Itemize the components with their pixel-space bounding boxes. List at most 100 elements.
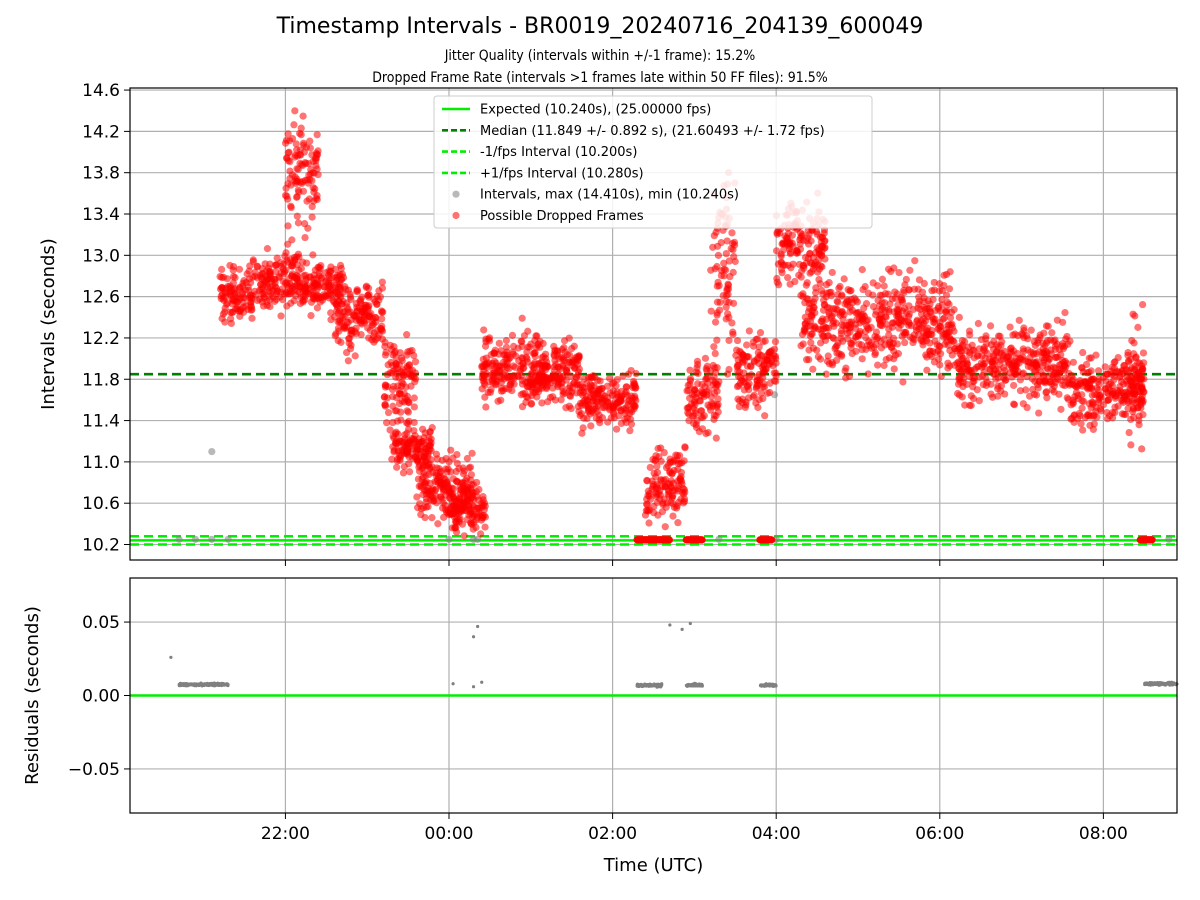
residual-point bbox=[1157, 682, 1161, 687]
dropped-frame-point bbox=[1087, 354, 1095, 362]
dropped-frame-point bbox=[655, 489, 663, 498]
dropped-frame-point bbox=[955, 313, 963, 321]
dropped-frame-point bbox=[911, 257, 919, 265]
dropped-frame-point bbox=[453, 514, 461, 522]
dropped-frame-point bbox=[1095, 398, 1103, 406]
residual-point bbox=[1159, 682, 1164, 686]
dropped-frame-point bbox=[285, 148, 293, 156]
dropped-frame-point bbox=[833, 297, 841, 305]
dropped-frame-point bbox=[570, 364, 579, 372]
dropped-frame-point bbox=[944, 364, 952, 372]
dropped-frame-point bbox=[1001, 366, 1009, 375]
dropped-frame-point bbox=[430, 496, 438, 505]
residual-point bbox=[178, 682, 182, 686]
legend-intervals-marker bbox=[452, 190, 460, 198]
dropped-frame-point bbox=[822, 370, 830, 378]
dropped-frame-point bbox=[905, 286, 913, 294]
dropped-frame-point bbox=[670, 503, 679, 512]
dropped-frame-point bbox=[297, 264, 305, 273]
dropped-frame-point bbox=[1118, 367, 1126, 376]
dropped-frame-point bbox=[261, 260, 269, 268]
dropped-frame-point bbox=[1019, 400, 1027, 408]
dropped-frame-point bbox=[1059, 318, 1067, 326]
dropped-frame-point bbox=[997, 341, 1005, 349]
dropped-frame-point bbox=[253, 296, 262, 305]
dropped-frame-point bbox=[457, 485, 465, 494]
dropped-frame-point bbox=[587, 422, 595, 430]
dropped-frame-point bbox=[413, 493, 421, 501]
dropped-frame-point bbox=[508, 386, 516, 395]
dropped-frame-point bbox=[915, 276, 924, 284]
dropped-frame-point bbox=[502, 343, 511, 351]
dropped-frame-point bbox=[843, 334, 852, 343]
dropped-frame-point bbox=[352, 299, 360, 308]
dropped-frame-point bbox=[860, 312, 869, 321]
dropped-frame-point bbox=[427, 447, 435, 455]
y-tick-label: 11.8 bbox=[82, 370, 120, 390]
dropped-frame-point bbox=[309, 251, 317, 259]
dropped-frame-point bbox=[685, 403, 693, 411]
dropped-frame-point bbox=[1104, 384, 1113, 392]
dropped-frame-point bbox=[509, 362, 518, 370]
dropped-frame-point bbox=[531, 352, 539, 360]
dropped-frame-point bbox=[1079, 426, 1087, 434]
dropped-frame-point bbox=[445, 511, 453, 519]
dropped-frame-point bbox=[406, 468, 414, 476]
dropped-frame-point bbox=[589, 408, 597, 417]
dropped-frame-point bbox=[1138, 399, 1147, 407]
dropped-frame-point bbox=[611, 401, 619, 409]
dropped-frame-point bbox=[814, 353, 822, 361]
dropped-frame-point bbox=[982, 332, 990, 340]
dropped-frame-point bbox=[693, 364, 701, 372]
dropped-frame-point bbox=[529, 381, 537, 389]
residual-point bbox=[772, 684, 776, 688]
dropped-frame-point bbox=[768, 536, 776, 544]
dropped-frame-point bbox=[1080, 397, 1088, 406]
dropped-frame-point bbox=[291, 153, 299, 161]
dropped-frame-point bbox=[793, 247, 801, 256]
dropped-frame-point bbox=[733, 346, 741, 354]
dropped-frame-point bbox=[766, 379, 774, 387]
interval-point bbox=[208, 535, 216, 543]
dropped-frame-point bbox=[808, 330, 816, 338]
dropped-frame-point bbox=[710, 343, 718, 351]
dropped-frame-point bbox=[1078, 391, 1086, 399]
residual-point bbox=[1149, 681, 1153, 685]
dropped-frame-point bbox=[919, 315, 928, 323]
dropped-frame-point bbox=[753, 355, 761, 364]
dropped-frame-point bbox=[410, 418, 418, 427]
dropped-frame-point bbox=[490, 357, 499, 365]
dropped-frame-point bbox=[467, 519, 475, 527]
dropped-frame-point bbox=[699, 413, 707, 422]
dropped-frame-point bbox=[686, 366, 694, 374]
legend-box bbox=[433, 95, 873, 229]
dropped-frame-point bbox=[580, 375, 588, 383]
dropped-frame-point bbox=[226, 261, 234, 270]
dropped-frame-point bbox=[950, 338, 958, 346]
residual-point bbox=[695, 683, 700, 687]
dropped-frame-point bbox=[565, 334, 573, 342]
dropped-frame-point bbox=[713, 336, 721, 344]
dropped-frame-point bbox=[562, 404, 570, 412]
residual-point bbox=[182, 682, 186, 686]
dropped-frame-point bbox=[409, 454, 417, 462]
dropped-frame-point bbox=[378, 315, 386, 323]
dropped-frame-point bbox=[942, 291, 951, 299]
dropped-frame-point bbox=[1078, 364, 1086, 372]
dropped-frame-point bbox=[1135, 421, 1143, 429]
dropped-frame-point bbox=[1125, 429, 1133, 437]
dropped-frame-point bbox=[1029, 350, 1038, 358]
interval-point bbox=[208, 447, 216, 456]
dropped-frame-point bbox=[372, 336, 380, 344]
dropped-frame-point bbox=[994, 382, 1002, 390]
dropped-frame-point bbox=[399, 469, 408, 477]
y-tick-label: 13.4 bbox=[82, 205, 120, 225]
dropped-frame-point bbox=[584, 403, 592, 411]
dropped-frame-point bbox=[320, 291, 328, 299]
dropped-frame-point bbox=[674, 465, 682, 473]
dropped-frame-point bbox=[396, 349, 404, 357]
dropped-frame-point bbox=[454, 478, 462, 486]
dropped-frame-point bbox=[434, 520, 442, 528]
dropped-frame-point bbox=[1111, 408, 1119, 417]
dropped-frame-point bbox=[1061, 342, 1069, 350]
